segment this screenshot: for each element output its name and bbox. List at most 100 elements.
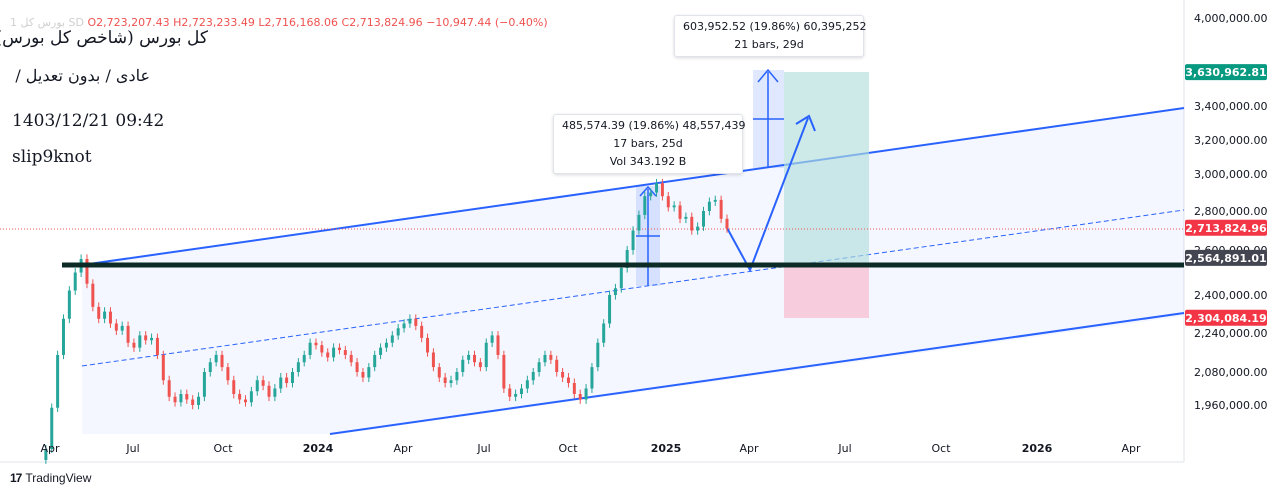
candle-body <box>449 380 453 383</box>
candle-body <box>467 354 471 360</box>
chart-title: کل بورس (شاخص کل بورس) <box>0 28 208 48</box>
candle-body <box>696 226 700 231</box>
candle-body <box>320 345 324 353</box>
candle-body <box>713 199 717 202</box>
second-range-line1: 603,952.52 (19.86%) 60,395,252 <box>683 20 867 33</box>
x-tick-label: Apr <box>40 442 60 455</box>
open-value: O2,723,207.43 <box>87 16 170 29</box>
candle-body <box>584 388 588 400</box>
candle-body <box>249 391 253 403</box>
channel-midline <box>81 209 1185 367</box>
candle-body <box>643 196 647 215</box>
candle-body <box>261 380 265 386</box>
price-label-text: 2,564,891.01 <box>1185 252 1266 265</box>
candle-body <box>155 337 159 355</box>
low-value: L2,716,168.06 <box>258 16 339 29</box>
candle-body <box>296 362 300 372</box>
first-range-line1: 485,574.39 (19.86%) 48,557,439 <box>562 119 746 132</box>
price-label-box <box>1185 64 1267 81</box>
candle-body <box>326 352 330 358</box>
candle-body <box>578 394 582 400</box>
candle-body <box>625 250 629 268</box>
candle-body <box>396 328 400 336</box>
tradingview-logo-icon: 17 <box>10 471 22 485</box>
candle-body <box>543 354 547 363</box>
y-tick-label: 2,080,000.00 <box>1194 366 1267 379</box>
candle-body <box>596 342 600 368</box>
candle-body <box>73 272 77 291</box>
candle-body <box>232 380 236 394</box>
candle-body <box>390 335 394 343</box>
y-tick-label: 4,000,000.00 <box>1194 12 1267 25</box>
candle-body <box>226 367 230 381</box>
price-label-text: 2,304,084.19 <box>1185 312 1266 325</box>
candle-body <box>290 372 294 383</box>
candle-body <box>402 323 406 329</box>
tradingview-brand[interactable]: 17 TradingView <box>10 471 91 485</box>
y-tick-label: 1,960,000.00 <box>1194 399 1267 412</box>
candle-body <box>114 323 118 331</box>
candle-body <box>108 311 112 324</box>
candle-body <box>496 335 500 355</box>
second-range-arrowhead <box>757 68 779 83</box>
candle-body <box>484 342 488 368</box>
candle-body <box>519 388 523 394</box>
y-tick-label: 3,000,000.00 <box>1194 168 1267 181</box>
first-range-line2: 17 bars, 25d <box>613 137 683 150</box>
candle-body <box>85 259 89 284</box>
candle-body <box>308 342 312 355</box>
y-tick-label: 2,800,000.00 <box>1194 205 1267 218</box>
candle-body <box>508 388 512 397</box>
candle-body <box>707 201 711 211</box>
x-tick-label: Apr <box>393 442 413 455</box>
projection-arrowhead <box>795 114 816 132</box>
candle-body <box>97 306 101 319</box>
candle-body <box>672 205 676 208</box>
candle-body <box>214 354 218 363</box>
candle-body <box>678 205 682 219</box>
x-tick-label: Jul <box>125 442 139 455</box>
candle-body <box>120 325 124 331</box>
symbol-label: 1 بورس کل SD <box>10 16 85 29</box>
second-range-line2: 21 bars, 29d <box>734 38 804 51</box>
x-tick-label: Oct <box>213 442 233 455</box>
candle-body <box>566 377 570 383</box>
candles <box>44 178 729 464</box>
candle-body <box>537 362 541 372</box>
x-tick-label: 2025 <box>651 442 682 455</box>
candle-body <box>684 216 688 219</box>
take-profit-zone <box>784 72 869 265</box>
candle-body <box>343 350 347 355</box>
candle-body <box>502 354 506 389</box>
candle-body <box>431 352 435 368</box>
first-range-line3: Vol 343.192 B <box>609 155 687 168</box>
y-tick-label: 2,400,000.00 <box>1194 289 1267 302</box>
candle-body <box>690 216 694 231</box>
second-range-callout: 603,952.52 (19.86%) 60,395,252 21 bars, … <box>674 15 867 57</box>
channel-lower-line <box>329 312 1185 435</box>
candle-body <box>302 354 306 363</box>
candle-body <box>408 318 412 324</box>
candle-body <box>50 407 54 449</box>
candle-body <box>613 288 617 295</box>
candle-body <box>56 354 60 408</box>
candle-body <box>572 383 576 394</box>
y-tick-label: 3,400,000.00 <box>1194 100 1267 113</box>
candle-body <box>220 354 224 368</box>
high-value: H2,723,233.49 <box>173 16 255 29</box>
candle-body <box>660 183 664 197</box>
time-axis[interactable]: Apr Jul Oct 2024 Apr Jul Oct 2025 Apr Jul Oct 2026 A… <box>40 442 1141 455</box>
candle-body <box>91 283 95 307</box>
candle-body <box>490 335 494 343</box>
projection-path <box>725 117 809 273</box>
candle-body <box>185 394 189 400</box>
tradingview-name: TradingView <box>25 471 92 485</box>
candle-body <box>132 342 136 348</box>
candle-body <box>144 335 148 341</box>
candle-body <box>531 372 535 381</box>
candle-body <box>167 380 171 397</box>
x-tick-label: 2024 <box>303 442 334 455</box>
channel-upper-line <box>81 107 1185 266</box>
stop-loss-zone <box>784 265 869 318</box>
